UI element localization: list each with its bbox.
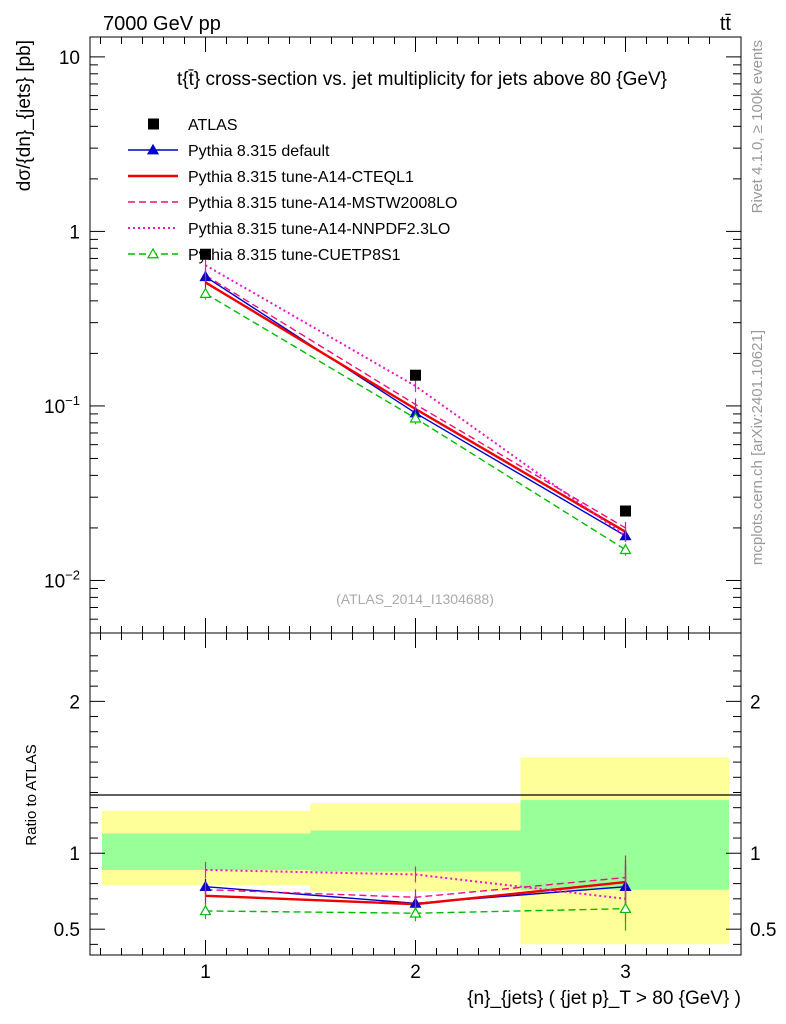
- y-tick-label: 10−1: [44, 393, 80, 418]
- legend-marker: [146, 247, 160, 259]
- legend-marker: [146, 143, 160, 155]
- header-left: 7000 GeV pp: [103, 13, 221, 35]
- ratio-tick-label-right: 0.5: [750, 920, 776, 941]
- legend-label: Pythia 8.315 default: [188, 143, 330, 160]
- main-ticks: [90, 37, 741, 955]
- legend-label: Pythia 8.315 tune-A14-NNPDF2.3LO: [188, 221, 450, 238]
- ratio-band-inner: [310, 830, 521, 872]
- legend-marker-atlas: [148, 118, 159, 130]
- chart-title: t{t̄} cross-section vs. jet multiplicity…: [177, 69, 667, 90]
- x-axis-label: {n}_{jets} ( {jet p}_T > 80 {GeV} ): [467, 988, 741, 1009]
- x-tick-label: 1: [200, 962, 211, 983]
- ratio-marker: [199, 904, 212, 916]
- rivet-label: Rivet 4.1.0, ≥ 100k events: [749, 40, 766, 213]
- ratio-tick-label-left: 0.5: [54, 920, 80, 941]
- legend: ATLAS Pythia 8.315 default Pythia 8.315 tu…: [128, 117, 457, 264]
- atlas-data-point: [200, 248, 211, 260]
- mcplots-label: mcplots.cern.ch [arXiv:2401.10621]: [749, 330, 766, 565]
- y-tick-label: 10: [59, 48, 80, 69]
- ratio-ticks: [90, 655, 741, 945]
- legend-label: Pythia 8.315 tune-CUETP8S1: [188, 247, 401, 264]
- ratio-tick-label-right: 2: [750, 692, 761, 713]
- main-panel: t{t̄} cross-section vs. jet multiplicity…: [14, 36, 742, 955]
- ratio-tick-label-left: 2: [69, 692, 80, 713]
- ratio-frame: [89, 632, 742, 956]
- legend-label: Pythia 8.315 tune-A14-CTEQL1: [188, 169, 414, 186]
- ratio-markers: [199, 855, 632, 931]
- main-markers: [199, 259, 632, 556]
- y-tick-label: 10−2: [44, 567, 80, 592]
- ratio-tick-labels: 0.5 0.5 1 1 2 2: [54, 692, 777, 941]
- x-tick-labels: 1 2 3: [200, 962, 631, 983]
- series-marker: [199, 287, 212, 298]
- ratio-tick-label-right: 1: [750, 844, 761, 865]
- ratio-band-inner: [520, 800, 729, 890]
- y-axis-label: dσ/{dn}_{jets} [pb]: [14, 40, 35, 191]
- series-marker: [409, 412, 422, 423]
- x-tick-label: 2: [410, 962, 421, 983]
- y-tick-labels: 10−2 10−1 1 10: [44, 48, 80, 593]
- y-tick-label: 1: [69, 222, 80, 243]
- x-tick-label: 3: [620, 962, 631, 983]
- ratio-marker: [409, 907, 422, 918]
- analysis-watermark: (ATLAS_2014_I1304688): [336, 591, 494, 607]
- series-line-3: [205, 264, 627, 537]
- atlas-data-point: [410, 369, 421, 381]
- main-data-points: [200, 248, 631, 517]
- ratio-panel: Ratio to ATLAS 0.5 0.5 1 1 2 2 1 2 3 {n}_{jets}…: [23, 632, 777, 1009]
- series-marker: [619, 543, 632, 555]
- legend-label: ATLAS: [188, 117, 238, 134]
- ratio-y-label: Ratio to ATLAS: [23, 744, 40, 845]
- ratio-band-inner: [102, 833, 311, 870]
- legend-label: Pythia 8.315 tune-A14-MSTW2008LO: [188, 195, 457, 212]
- atlas-data-point: [620, 505, 631, 517]
- ratio-tick-label-left: 1: [69, 844, 80, 865]
- header-right: tt̄: [720, 13, 732, 35]
- ratio-marker: [619, 902, 632, 914]
